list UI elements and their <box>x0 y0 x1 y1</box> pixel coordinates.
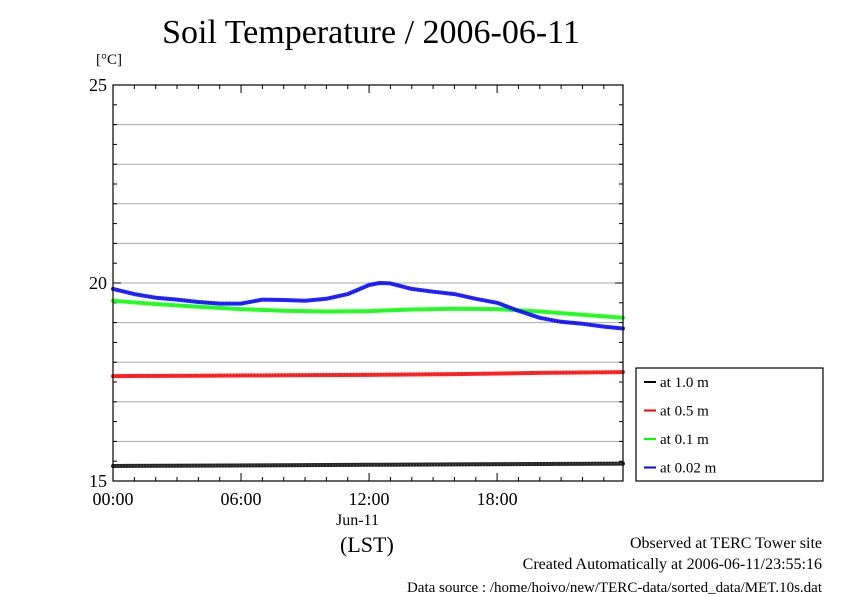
legend-label: at 0.02 m <box>660 461 717 477</box>
x-tick-label: 12:00 <box>349 489 390 509</box>
chart-title: Soil Temperature / 2006-06-11 <box>162 14 580 51</box>
legend-label: at 0.1 m <box>660 432 709 448</box>
x-axis-date-label: Jun-11 <box>336 512 379 529</box>
y-tick-label: 25 <box>89 75 107 95</box>
legend-label: at 1.0 m <box>660 375 709 391</box>
footer-observed-site: Observed at TERC Tower site <box>629 535 822 552</box>
footer-data-source: Data source : /home/hoivo/new/TERC-data/… <box>406 580 822 596</box>
series-line-2 <box>111 298 625 320</box>
series-dots-1 <box>112 371 624 377</box>
legend-label: at 0.5 m <box>660 404 709 420</box>
legend-box <box>635 367 824 482</box>
plot-frame <box>112 84 624 482</box>
y-tick-label: 20 <box>89 273 107 293</box>
x-tick-label: 18:00 <box>477 489 518 509</box>
series-dots-0 <box>112 463 624 467</box>
x-tick-label: 00:00 <box>92 489 133 509</box>
x-axis-unit-label: (LST) <box>340 532 394 557</box>
x-tick-label: 06:00 <box>221 489 262 509</box>
series-dots-3 <box>112 282 624 330</box>
footer-created-time: Created Automatically at 2006-06-11/23:5… <box>522 556 822 573</box>
y-axis-unit-label: [°C] <box>96 52 122 68</box>
y-tick-label: 15 <box>89 471 107 491</box>
